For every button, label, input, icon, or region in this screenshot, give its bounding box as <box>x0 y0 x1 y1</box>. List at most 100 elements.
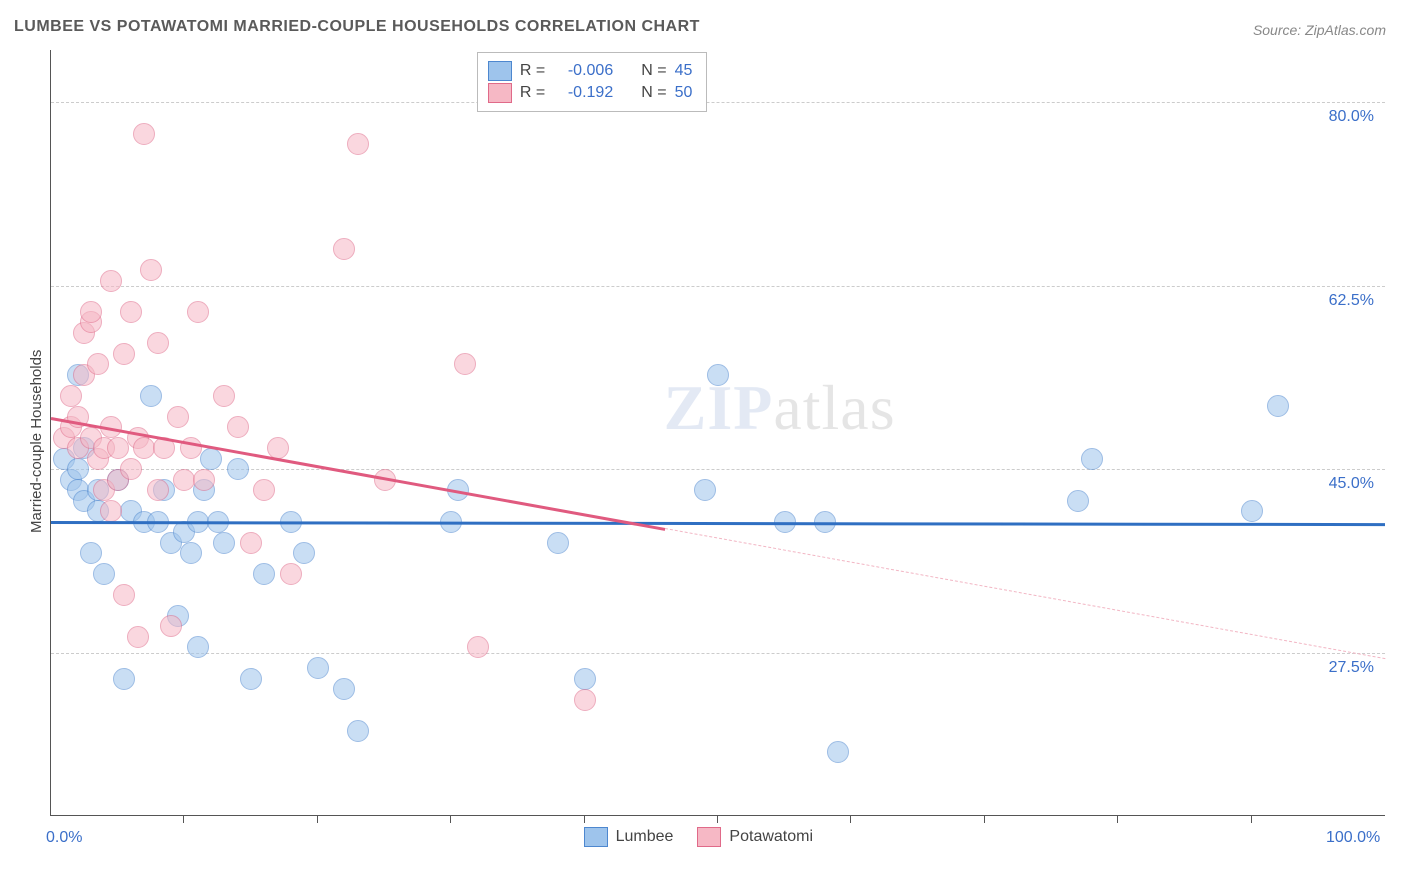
scatter-point <box>113 584 135 606</box>
scatter-point <box>227 416 249 438</box>
gridline <box>51 286 1385 287</box>
scatter-point <box>827 741 849 763</box>
legend-swatch <box>488 61 512 81</box>
scatter-point <box>80 542 102 564</box>
legend-R-label: R = <box>520 84 545 102</box>
x-tick <box>317 815 318 823</box>
scatter-point <box>133 123 155 145</box>
scatter-point <box>200 448 222 470</box>
scatter-point <box>193 469 215 491</box>
legend-swatch <box>584 827 608 847</box>
scatter-point <box>140 259 162 281</box>
scatter-plot-area <box>50 50 1385 816</box>
x-min-label: 0.0% <box>46 829 82 847</box>
x-tick <box>850 815 851 823</box>
scatter-point <box>347 133 369 155</box>
scatter-point <box>467 636 489 658</box>
scatter-point <box>1267 395 1289 417</box>
legend-N-label: N = <box>641 62 666 80</box>
scatter-point <box>187 636 209 658</box>
legend-stats-row: R = -0.192 N = 50 <box>488 83 692 103</box>
gridline <box>51 653 1385 654</box>
x-tick <box>1251 815 1252 823</box>
scatter-point <box>93 563 115 585</box>
scatter-point <box>113 343 135 365</box>
scatter-point <box>1067 490 1089 512</box>
scatter-point <box>133 437 155 459</box>
legend-N-value: 50 <box>675 84 693 102</box>
gridline <box>51 102 1385 103</box>
y-tick-label: 80.0% <box>1314 108 1374 126</box>
legend-bottom: Lumbee Potawatomi <box>584 827 813 847</box>
scatter-point <box>1081 448 1103 470</box>
scatter-point <box>107 437 129 459</box>
scatter-point <box>253 479 275 501</box>
legend-swatch <box>697 827 721 847</box>
scatter-point <box>574 668 596 690</box>
gridline <box>51 469 1385 470</box>
x-tick <box>450 815 451 823</box>
scatter-point <box>120 301 142 323</box>
x-tick <box>584 815 585 823</box>
legend-stats-row: R = -0.006 N = 45 <box>488 61 692 81</box>
scatter-point <box>120 458 142 480</box>
scatter-point <box>173 469 195 491</box>
y-tick-label: 45.0% <box>1314 475 1374 493</box>
scatter-point <box>67 458 89 480</box>
scatter-point <box>187 301 209 323</box>
scatter-point <box>113 668 135 690</box>
scatter-point <box>253 563 275 585</box>
trend-line <box>665 528 1386 659</box>
scatter-point <box>280 563 302 585</box>
y-tick-label: 27.5% <box>1314 659 1374 677</box>
legend-series-label: Lumbee <box>616 828 674 846</box>
scatter-point <box>333 678 355 700</box>
scatter-point <box>1241 500 1263 522</box>
scatter-point <box>167 406 189 428</box>
scatter-point <box>574 689 596 711</box>
scatter-point <box>694 479 716 501</box>
legend-R-value: -0.006 <box>553 62 613 80</box>
legend-item: Lumbee <box>584 827 674 847</box>
chart-title: LUMBEE VS POTAWATOMI MARRIED-COUPLE HOUS… <box>14 18 700 36</box>
x-tick <box>183 815 184 823</box>
x-tick <box>984 815 985 823</box>
x-max-label: 100.0% <box>1326 829 1380 847</box>
scatter-point <box>307 657 329 679</box>
scatter-point <box>240 532 262 554</box>
scatter-point <box>707 364 729 386</box>
scatter-point <box>127 626 149 648</box>
scatter-point <box>147 332 169 354</box>
legend-N-value: 45 <box>675 62 693 80</box>
scatter-point <box>333 238 355 260</box>
legend-stats: R = -0.006 N = 45 R = -0.192 N = 50 <box>477 52 707 112</box>
scatter-point <box>160 615 182 637</box>
legend-series-label: Potawatomi <box>729 828 813 846</box>
legend-swatch <box>488 83 512 103</box>
x-tick <box>717 815 718 823</box>
scatter-point <box>293 542 315 564</box>
scatter-point <box>213 385 235 407</box>
scatter-point <box>140 385 162 407</box>
scatter-point <box>547 532 569 554</box>
scatter-point <box>213 532 235 554</box>
legend-R-label: R = <box>520 62 545 80</box>
scatter-point <box>227 458 249 480</box>
scatter-point <box>60 385 82 407</box>
legend-R-value: -0.192 <box>553 84 613 102</box>
scatter-point <box>100 270 122 292</box>
scatter-point <box>347 720 369 742</box>
scatter-point <box>454 353 476 375</box>
y-tick-label: 62.5% <box>1314 292 1374 310</box>
legend-N-label: N = <box>641 84 666 102</box>
scatter-point <box>100 500 122 522</box>
scatter-point <box>240 668 262 690</box>
y-axis-title: Married-couple Households <box>28 349 45 532</box>
source-label: Source: ZipAtlas.com <box>1253 22 1386 38</box>
trend-line <box>51 521 1385 526</box>
legend-item: Potawatomi <box>697 827 813 847</box>
scatter-point <box>80 301 102 323</box>
scatter-point <box>87 353 109 375</box>
x-tick <box>1117 815 1118 823</box>
scatter-point <box>180 542 202 564</box>
